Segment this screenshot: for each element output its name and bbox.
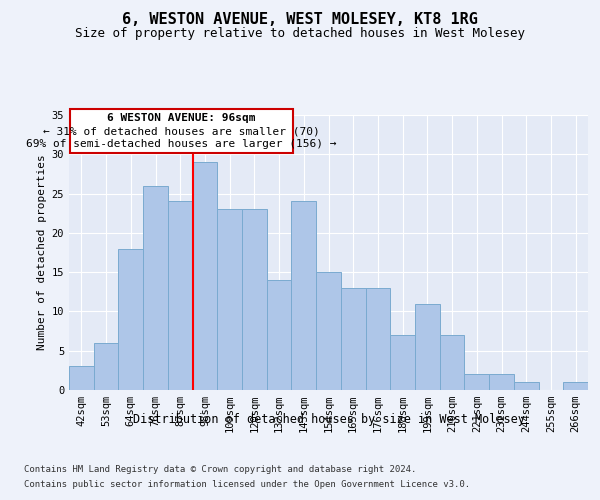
Text: Distribution of detached houses by size in West Molesey: Distribution of detached houses by size … [133, 412, 525, 426]
Bar [390, 335, 415, 390]
Text: 6, WESTON AVENUE, WEST MOLESEY, KT8 1RG: 6, WESTON AVENUE, WEST MOLESEY, KT8 1RG [122, 12, 478, 28]
Bar [69, 366, 94, 390]
Bar [514, 382, 539, 390]
Text: Size of property relative to detached houses in West Molesey: Size of property relative to detached ho… [75, 28, 525, 40]
Bar [563, 382, 588, 390]
Bar [341, 288, 365, 390]
Bar [217, 210, 242, 390]
Bar [415, 304, 440, 390]
Text: 6 WESTON AVENUE: 96sqm: 6 WESTON AVENUE: 96sqm [107, 114, 256, 124]
Bar [193, 162, 217, 390]
FancyBboxPatch shape [70, 108, 293, 152]
Bar [94, 343, 118, 390]
Bar [143, 186, 168, 390]
Text: ← 31% of detached houses are smaller (70): ← 31% of detached houses are smaller (70… [43, 127, 320, 137]
Bar [365, 288, 390, 390]
Text: 69% of semi-detached houses are larger (156) →: 69% of semi-detached houses are larger (… [26, 138, 337, 148]
Y-axis label: Number of detached properties: Number of detached properties [37, 154, 47, 350]
Bar [118, 248, 143, 390]
Bar [316, 272, 341, 390]
Bar [464, 374, 489, 390]
Bar [242, 210, 267, 390]
Text: Contains HM Land Registry data © Crown copyright and database right 2024.: Contains HM Land Registry data © Crown c… [24, 465, 416, 474]
Text: Contains public sector information licensed under the Open Government Licence v3: Contains public sector information licen… [24, 480, 470, 489]
Bar [292, 202, 316, 390]
Bar [440, 335, 464, 390]
Bar [489, 374, 514, 390]
Bar [168, 202, 193, 390]
Bar [267, 280, 292, 390]
